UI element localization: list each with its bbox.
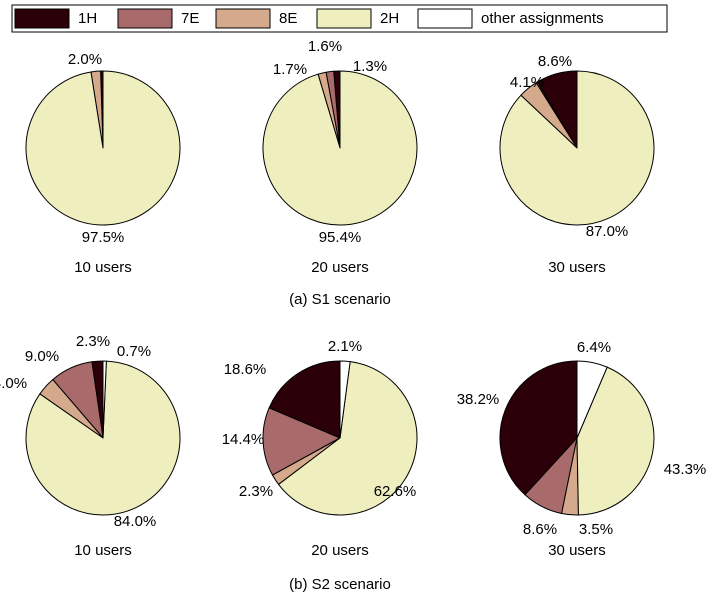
pie-title: 20 users bbox=[311, 542, 369, 559]
pie-slice bbox=[102, 360, 107, 439]
legend-label: 7E bbox=[181, 10, 199, 27]
pie-title: 10 users bbox=[74, 259, 132, 276]
legend-label: 2H bbox=[380, 10, 399, 27]
pie-title: 10 users bbox=[74, 542, 132, 559]
pie-title: 30 users bbox=[548, 542, 606, 559]
value-label: 14.4% bbox=[222, 431, 265, 448]
value-label: 18.6% bbox=[224, 361, 267, 378]
pie-slice bbox=[499, 360, 578, 496]
pie-slice bbox=[268, 360, 341, 439]
legend-swatch bbox=[215, 8, 271, 29]
pie-title: 20 users bbox=[311, 259, 369, 276]
value-label: 95.4% bbox=[319, 229, 362, 246]
value-label: 4.0% bbox=[0, 375, 27, 392]
value-label: 1.6% bbox=[308, 38, 342, 55]
legend-label: 1H bbox=[78, 10, 97, 27]
value-label: 8.6% bbox=[538, 53, 572, 70]
legend-swatch bbox=[14, 8, 70, 29]
value-label: 97.5% bbox=[82, 229, 125, 246]
value-label: 2.1% bbox=[328, 338, 362, 355]
value-label: 1.3% bbox=[353, 58, 387, 75]
value-label: 8.6% bbox=[523, 521, 557, 538]
value-label: 2.0% bbox=[68, 51, 102, 68]
value-label: 6.4% bbox=[577, 339, 611, 356]
pie-title: 30 users bbox=[548, 259, 606, 276]
value-label: 4.1% bbox=[510, 74, 544, 91]
pie-slice bbox=[278, 361, 418, 516]
value-label: 2.3% bbox=[239, 483, 273, 500]
value-label: 1.7% bbox=[273, 61, 307, 78]
value-label: 87.0% bbox=[586, 223, 629, 240]
pie-slice bbox=[499, 70, 655, 226]
value-label: 38.2% bbox=[457, 391, 500, 408]
pie-slice bbox=[262, 70, 418, 226]
pie-slice bbox=[576, 366, 655, 516]
value-label: 9.0% bbox=[25, 348, 59, 365]
value-label: 2.3% bbox=[76, 333, 110, 350]
pie-slice bbox=[576, 360, 608, 439]
legend-label: 8E bbox=[279, 10, 297, 27]
caption: (b) S2 scenario bbox=[289, 576, 391, 593]
value-label: 84.0% bbox=[114, 513, 157, 530]
pie-slice bbox=[339, 360, 351, 439]
value-label: 0.7% bbox=[117, 343, 151, 360]
value-label: 62.6% bbox=[374, 483, 417, 500]
caption: (a) S1 scenario bbox=[289, 291, 391, 308]
pie-slice bbox=[25, 70, 181, 226]
legend-swatch bbox=[316, 8, 372, 29]
pie-slice bbox=[262, 407, 341, 476]
value-label: 43.3% bbox=[664, 461, 707, 478]
legend-swatch bbox=[417, 8, 473, 29]
legend-label: other assignments bbox=[481, 10, 604, 27]
legend-swatch bbox=[117, 8, 173, 29]
value-label: 3.5% bbox=[579, 521, 613, 538]
